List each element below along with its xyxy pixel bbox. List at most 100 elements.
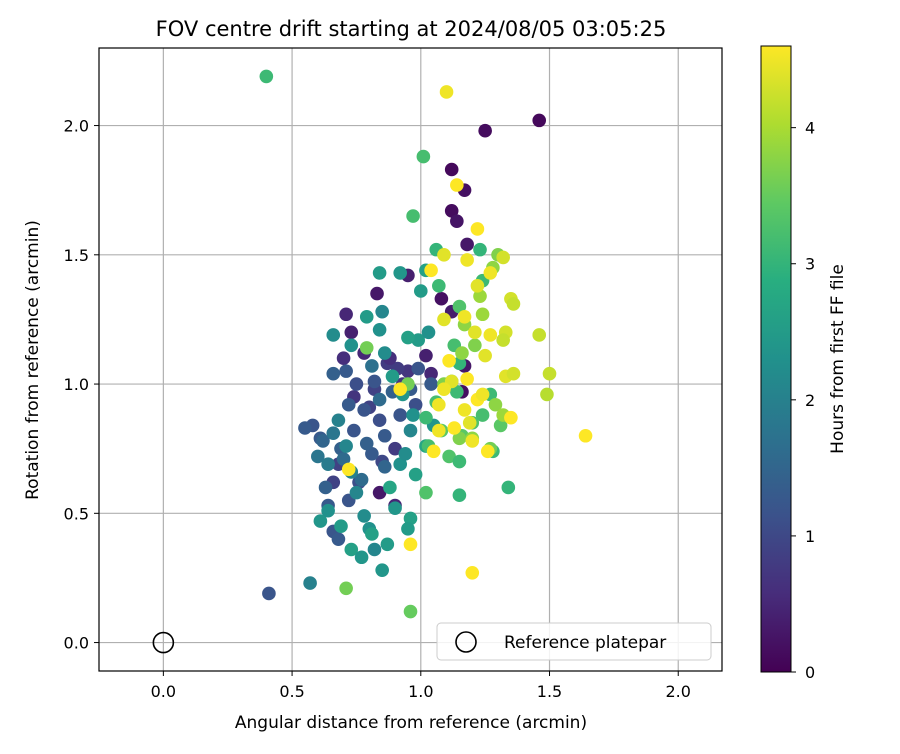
data-point: [444, 204, 459, 218]
data-point: [413, 284, 428, 298]
data-point: [326, 426, 341, 440]
colorbar-tick-label: 0: [805, 663, 815, 682]
data-point: [334, 519, 348, 534]
y-tick-label: 2.0: [64, 117, 89, 136]
plot-background: [99, 48, 722, 671]
data-point: [447, 421, 462, 435]
data-point: [442, 449, 456, 464]
data-point: [339, 307, 353, 322]
data-point: [344, 325, 359, 340]
data-point: [401, 522, 415, 536]
data-point: [393, 266, 408, 280]
data-point: [465, 565, 480, 580]
data-point: [475, 307, 490, 322]
data-point: [326, 328, 341, 342]
data-point: [432, 279, 446, 293]
data-point: [359, 310, 374, 324]
y-tick-label: 1.0: [64, 375, 89, 394]
data-point: [437, 312, 451, 327]
data-point: [372, 413, 387, 428]
data-point: [401, 364, 415, 378]
data-point: [357, 403, 371, 417]
data-point: [483, 266, 498, 280]
y-tick-label: 0.5: [64, 504, 89, 523]
legend-box: [436, 622, 712, 661]
y-tick-label: 0.0: [64, 634, 89, 653]
reference-point-marker: [152, 631, 175, 654]
data-point: [426, 444, 441, 459]
data-point: [542, 366, 557, 381]
data-point: [532, 328, 547, 342]
data-point: [406, 209, 420, 223]
data-point: [354, 472, 369, 487]
data-point: [313, 514, 328, 528]
legend-label-reference: Reference platepar: [504, 633, 666, 653]
reference-marker-group: [152, 631, 175, 654]
data-point: [403, 423, 418, 438]
data-point: [532, 113, 547, 128]
data-point: [421, 325, 436, 340]
data-point: [377, 459, 392, 474]
data-point: [303, 576, 317, 590]
data-point: [437, 382, 451, 397]
data-point: [326, 366, 341, 381]
chart-title: FOV centre drift starting at 2024/08/05 …: [156, 17, 667, 41]
data-point: [457, 403, 472, 417]
data-point: [450, 214, 464, 228]
data-point: [493, 418, 508, 433]
colorbar-tick-label: 3: [805, 255, 815, 274]
data-point: [468, 325, 482, 340]
data-point: [372, 392, 387, 407]
data-point: [347, 423, 361, 438]
data-point: [452, 454, 467, 469]
data-point: [455, 346, 469, 360]
data-point: [408, 397, 423, 412]
colorbar-tick-label: 2: [805, 391, 815, 410]
colorbar-tick-label: 4: [805, 119, 815, 138]
data-point: [411, 333, 426, 347]
data-point: [372, 485, 387, 500]
data-point: [424, 366, 438, 381]
data-point: [478, 123, 492, 138]
x-axis-label: Angular distance from reference (arcmin): [235, 713, 587, 733]
data-point: [321, 457, 335, 471]
data-point: [375, 304, 389, 319]
data-point: [375, 563, 389, 577]
data-point: [578, 428, 593, 443]
data-point: [359, 436, 374, 451]
data-point: [465, 434, 480, 448]
data-point: [468, 338, 482, 353]
data-point: [393, 408, 408, 422]
data-point: [311, 449, 325, 464]
data-point: [419, 485, 433, 500]
data-point: [488, 397, 503, 412]
data-point: [496, 250, 510, 265]
legend: Reference platepar: [436, 622, 712, 661]
data-point: [432, 423, 446, 438]
data-point: [439, 85, 454, 99]
data-point: [462, 416, 477, 430]
data-point: [365, 359, 379, 373]
data-point: [380, 537, 395, 552]
data-point: [437, 248, 451, 262]
data-point: [470, 222, 485, 236]
data-point: [424, 377, 438, 391]
data-points: [259, 69, 593, 619]
data-point: [452, 488, 467, 503]
x-tick-label: 1.5: [537, 682, 562, 701]
data-point: [331, 413, 346, 428]
data-point: [331, 532, 346, 546]
data-point: [385, 369, 400, 384]
data-point: [452, 431, 467, 446]
data-point: [354, 550, 369, 565]
data-point: [460, 253, 474, 267]
data-point: [450, 385, 464, 399]
data-point: [501, 480, 516, 495]
data-point: [416, 149, 431, 164]
x-tick-label: 0.5: [279, 682, 304, 701]
colorbar: 0 1 2 3 4 Hours from first FF file: [760, 45, 848, 682]
data-point: [473, 242, 487, 257]
data-point: [341, 462, 356, 477]
data-point: [432, 397, 446, 412]
